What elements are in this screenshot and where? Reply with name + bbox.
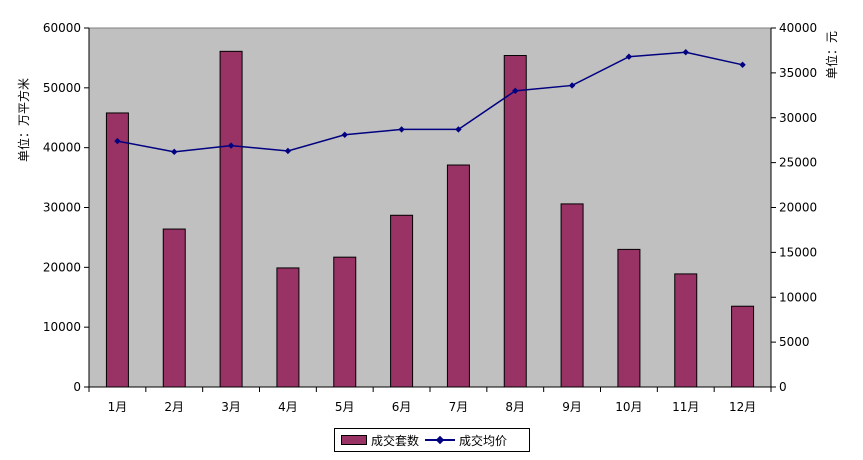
legend-line-swatch (425, 434, 456, 446)
line-marker-7 (455, 126, 462, 133)
legend-bar-swatch (341, 435, 367, 445)
left-tick-label: 0 (73, 380, 81, 394)
bar-2 (162, 228, 186, 388)
x-tick-label: 6月 (392, 400, 412, 414)
bar-7 (446, 164, 470, 388)
right-tick-label: 15000 (779, 245, 817, 259)
bar-11 (674, 273, 698, 388)
price-line (117, 51, 743, 153)
line-marker-9 (568, 82, 576, 89)
x-tick-label: 4月 (278, 400, 298, 414)
right-tick-label: 30000 (779, 111, 817, 125)
line-marker-10 (625, 53, 633, 60)
left-axis-title: 单位：万平方米 (16, 78, 31, 162)
legend-item-bar: 成交套数 (341, 432, 419, 449)
x-tick-label: 2月 (164, 400, 184, 414)
bar-1 (105, 112, 129, 388)
x-tick-label: 8月 (505, 400, 525, 414)
legend: 成交套数 成交均价 (334, 428, 530, 452)
bar-12 (731, 305, 755, 388)
line-marker-1 (114, 137, 121, 145)
line-marker-3 (227, 142, 235, 149)
line-marker-12 (739, 61, 746, 68)
bar-10 (617, 248, 641, 388)
x-tick-label: 3月 (221, 400, 241, 414)
right-tick-label: 5000 (779, 335, 810, 349)
left-tick-label: 50000 (43, 81, 81, 95)
x-tick-label: 9月 (562, 400, 582, 414)
bar-4 (276, 267, 300, 388)
right-tick-label: 20000 (779, 201, 817, 215)
x-tick-label: 12月 (729, 400, 756, 414)
x-tick-label: 11月 (672, 400, 699, 414)
right-tick-label: 40000 (779, 21, 817, 35)
line-marker-8 (512, 87, 519, 95)
bar-5 (333, 256, 357, 388)
left-tick-label: 60000 (43, 21, 81, 35)
line-marker-5 (341, 131, 348, 139)
line-marker-4 (284, 147, 292, 155)
left-tick-label: 20000 (43, 260, 81, 274)
legend-item-line: 成交均价 (425, 432, 507, 449)
right-tick-label: 10000 (779, 290, 817, 304)
legend-label-line: 成交均价 (459, 433, 508, 448)
line-marker-2 (171, 148, 178, 156)
line-marker-6 (398, 126, 405, 133)
bar-6 (390, 214, 414, 388)
plot-area (88, 27, 772, 388)
right-tick-label: 25000 (779, 156, 817, 170)
left-tick-label: 10000 (43, 320, 81, 334)
legend-label-bar: 成交套数 (371, 433, 420, 448)
right-tick-label: 35000 (779, 66, 817, 80)
left-tick-label: 30000 (43, 201, 81, 215)
left-tick-label: 40000 (43, 141, 81, 155)
right-axis-title: 单位：元 (824, 31, 839, 79)
bar-9 (560, 203, 584, 388)
right-tick-label: 0 (779, 380, 787, 394)
bar-8 (503, 55, 527, 388)
bar-3 (219, 50, 243, 388)
x-tick-label: 5月 (335, 400, 355, 414)
x-tick-label: 1月 (108, 400, 128, 414)
x-tick-label: 10月 (615, 400, 642, 414)
line-marker-11 (682, 49, 689, 56)
x-tick-label: 7月 (449, 400, 469, 414)
